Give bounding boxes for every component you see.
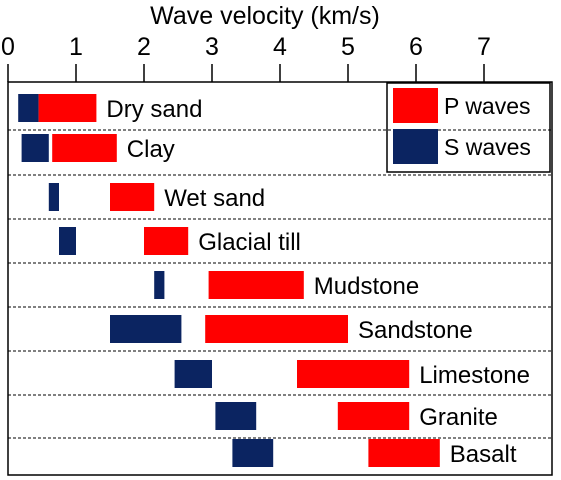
s-wave-bar [110, 315, 182, 343]
p-wave-bar [52, 134, 117, 162]
legend-label: S waves [444, 134, 531, 160]
p-wave-bar [337, 402, 410, 430]
x-tick-label: 4 [273, 33, 287, 61]
legend: P waves S waves [386, 82, 551, 173]
category-label: Glacial till [198, 229, 301, 256]
s-wave-bar [174, 360, 212, 388]
row-separators [8, 129, 552, 439]
category-label: Wet sand [164, 185, 265, 212]
s-wave-bar [59, 227, 76, 255]
legend-swatch [393, 129, 438, 164]
s-wave-bar [48, 183, 59, 211]
category-label: Dry sand [106, 96, 202, 123]
category-label: Mudstone [314, 273, 419, 300]
bars [18, 94, 440, 467]
x-tick-label: 5 [341, 33, 355, 61]
p-wave-bar [297, 360, 410, 388]
x-tick-label: 3 [205, 33, 219, 61]
rock-labels: Dry sand Clay Wet sand Glacial till Mudstone… [106, 96, 530, 468]
s-wave-bar [21, 134, 49, 162]
s-wave-bar [232, 439, 274, 467]
category-label: Clay [127, 136, 175, 163]
p-wave-bar [110, 183, 155, 211]
category-label: Sandstone [358, 317, 473, 344]
x-tick-label: 0 [1, 33, 15, 61]
category-label: Granite [419, 404, 498, 431]
x-tick-label: 2 [137, 33, 151, 61]
plot-frame [7, 81, 553, 476]
x-tick-label: 7 [477, 33, 491, 61]
x-axis-ticks: 0 1 2 3 4 5 6 7 [1, 33, 491, 82]
category-label: Limestone [419, 362, 530, 389]
p-wave-bar [208, 271, 304, 299]
p-wave-bar [368, 439, 440, 467]
p-wave-bar [205, 315, 348, 343]
x-axis-title: Wave velocity (km/s) [150, 2, 380, 30]
p-wave-bar [144, 227, 189, 255]
s-wave-bar [18, 94, 39, 122]
legend-swatch [393, 88, 438, 123]
legend-frame [386, 82, 551, 173]
x-tick-label: 6 [409, 33, 423, 61]
s-wave-bar [215, 402, 257, 430]
s-wave-bar [154, 271, 165, 299]
x-tick-label: 1 [69, 33, 83, 61]
legend-label: P waves [444, 93, 531, 119]
p-wave-bar [38, 94, 97, 122]
category-label: Basalt [450, 441, 517, 468]
